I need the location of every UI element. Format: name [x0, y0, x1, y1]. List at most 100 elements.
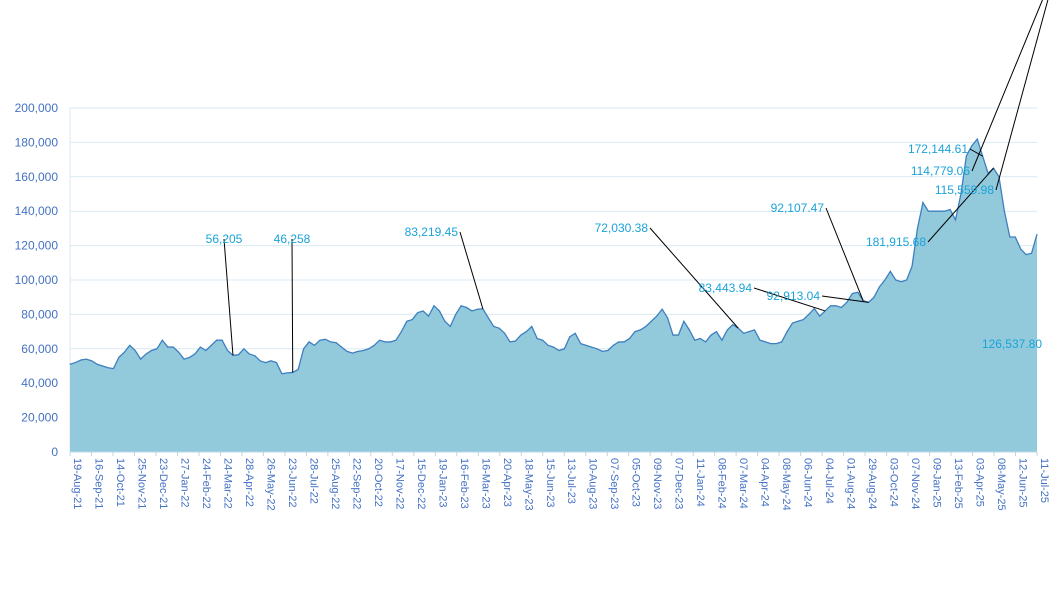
- data-point: [411, 318, 413, 321]
- data-point: [460, 305, 462, 307]
- data-point: [791, 322, 794, 324]
- data-point: [656, 315, 658, 317]
- annotation-leader: [821, 295, 869, 303]
- data-point: [580, 343, 582, 345]
- data-point: [971, 145, 973, 147]
- y-tick-label: 180,000: [15, 135, 59, 149]
- data-point: [243, 348, 245, 350]
- data-point: [188, 356, 191, 358]
- data-point: [379, 339, 381, 341]
- data-point: [797, 320, 799, 322]
- data-point: [927, 210, 929, 212]
- data-point: [781, 341, 783, 343]
- data-point: [661, 308, 663, 310]
- x-tick-label: 25-Nov-21: [135, 458, 147, 509]
- data-point: [878, 286, 881, 288]
- data-point: [449, 325, 451, 328]
- x-tick-label: 24-Feb-22: [200, 458, 212, 509]
- annotation-label: 115,559.98: [935, 183, 994, 197]
- data-point: [80, 359, 82, 361]
- data-point: [493, 325, 495, 328]
- x-tick-label: 11-Jan-24: [694, 458, 706, 507]
- data-point: [699, 337, 701, 340]
- x-tick-label: 20-Apr-23: [501, 458, 513, 507]
- x-tick-label: 01-Aug-24: [845, 458, 857, 509]
- data-point: [368, 348, 370, 350]
- data-point: [487, 317, 489, 319]
- data-point: [341, 346, 343, 348]
- data-point: [976, 138, 978, 140]
- data-point: [715, 331, 718, 333]
- data-point: [427, 315, 430, 317]
- annotation-label: 172,144.61: [908, 142, 968, 156]
- annotation-label: 46,258: [274, 232, 311, 246]
- data-point: [840, 306, 843, 309]
- x-tick-label: 10-Aug-23: [587, 458, 599, 509]
- x-tick-label: 13-Feb-25: [952, 458, 964, 509]
- data-point: [96, 363, 98, 365]
- data-point: [118, 356, 120, 358]
- data-point: [134, 349, 136, 352]
- data-point: [666, 317, 669, 319]
- data-point: [623, 341, 625, 343]
- data-area: [69, 137, 1038, 453]
- data-point: [721, 339, 723, 341]
- x-tick-label: 03-Apr-25: [974, 458, 986, 507]
- data-point: [465, 306, 468, 309]
- data-point: [259, 360, 261, 362]
- data-point: [357, 350, 359, 352]
- data-point: [476, 308, 479, 310]
- data-point: [69, 363, 71, 365]
- x-tick-label: 12-Jun-25: [1017, 458, 1029, 508]
- data-point: [819, 315, 821, 317]
- data-point: [444, 320, 446, 322]
- data-point: [829, 305, 832, 307]
- data-point: [422, 310, 424, 312]
- data-point: [547, 344, 549, 346]
- data-point: [938, 210, 940, 212]
- data-point: [514, 340, 517, 342]
- data-point: [145, 353, 147, 355]
- data-point: [199, 346, 201, 348]
- x-tick-label: 28-Apr-22: [243, 458, 255, 507]
- y-tick-label: 40,000: [21, 376, 58, 390]
- data-point: [906, 279, 908, 281]
- data-point: [205, 349, 207, 352]
- annotation-leader: [995, 0, 1049, 191]
- x-tick-label: 08-May-24: [780, 458, 792, 511]
- data-point: [851, 292, 853, 295]
- data-point: [498, 327, 500, 329]
- x-tick-label: 17-Nov-22: [393, 458, 405, 509]
- data-point: [639, 329, 642, 331]
- data-point: [123, 351, 125, 353]
- x-tick-label: 03-Oct-24: [888, 458, 900, 507]
- data-point: [650, 320, 652, 322]
- data-point: [748, 331, 750, 333]
- data-point: [140, 358, 142, 360]
- data-point: [873, 296, 875, 298]
- annotation-label: 181,915.68: [866, 235, 926, 249]
- x-tick-label: 08-Feb-24: [716, 458, 728, 509]
- data-point: [264, 361, 267, 364]
- annotation-label: 92,913.04: [767, 289, 821, 303]
- annotation-label: 83,443.94: [699, 281, 753, 295]
- y-tick-label: 80,000: [21, 307, 58, 321]
- data-point: [542, 339, 544, 341]
- x-tick-label: 16-Sep-21: [92, 458, 104, 509]
- data-point: [857, 291, 859, 293]
- data-point: [275, 361, 278, 364]
- x-axis: 19-Aug-21 16-Sep-21 14-Oct-21 25-Nov-21 23-D…: [69, 451, 1050, 511]
- data-point: [237, 354, 240, 356]
- data-point: [933, 210, 935, 212]
- x-tick-label: 24-Mar-22: [221, 458, 233, 509]
- data-point: [563, 348, 565, 350]
- data-point: [150, 349, 153, 352]
- data-point: [813, 307, 815, 310]
- data-point: [612, 344, 614, 346]
- annotation-label: 114,779.06: [911, 164, 970, 178]
- y-tick-label: 200,000: [15, 101, 59, 115]
- data-point: [504, 332, 506, 334]
- data-point: [585, 344, 587, 346]
- data-point: [590, 346, 593, 348]
